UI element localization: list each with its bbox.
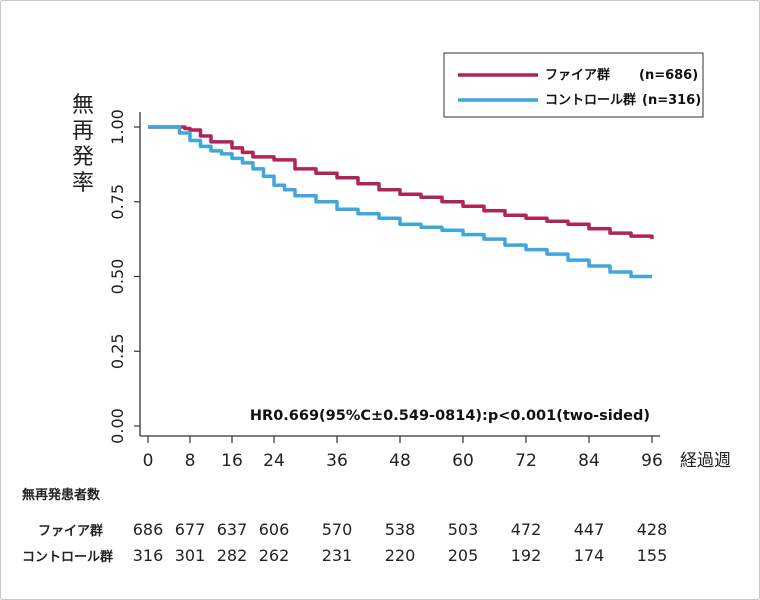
series-line-fire bbox=[148, 125, 654, 240]
risk-row-label-fire: ファイア群 bbox=[38, 523, 103, 539]
y-axis-label: 無再発率 bbox=[72, 93, 94, 196]
risk-cell: 677 bbox=[175, 520, 206, 539]
y-tick-label: 0.50 bbox=[108, 259, 127, 295]
risk-cell: 262 bbox=[259, 546, 290, 565]
x-ticks: 0 8 16 24 36 48 60 72 84 96 bbox=[143, 436, 663, 471]
x-tick-label: 60 bbox=[452, 451, 474, 471]
y-tick-label: 0.00 bbox=[108, 408, 127, 444]
risk-table-values: 686 677 637 606 570 538 503 472 447 428 316 301 282 2… bbox=[133, 520, 668, 565]
risk-cell: 570 bbox=[322, 520, 353, 539]
risk-row-label-control: コントロール群 bbox=[22, 549, 113, 565]
y-tick-label: 0.25 bbox=[108, 333, 127, 369]
risk-cell: 174 bbox=[574, 546, 605, 565]
x-tick-label: 72 bbox=[515, 451, 537, 471]
risk-cell: 282 bbox=[217, 546, 248, 565]
y-tick-label: 1.00 bbox=[108, 109, 127, 145]
x-axis-label: 経過週 bbox=[680, 451, 731, 471]
legend-n-fire: (n=686) bbox=[639, 68, 698, 83]
risk-cell: 472 bbox=[511, 520, 542, 539]
series-line-control bbox=[148, 125, 652, 279]
risk-cell: 205 bbox=[448, 546, 479, 565]
risk-cell: 220 bbox=[385, 546, 416, 565]
risk-cell: 301 bbox=[175, 546, 206, 565]
legend-label-fire: ファイア群 bbox=[545, 67, 610, 83]
x-tick-label: 84 bbox=[578, 451, 600, 471]
risk-cell: 503 bbox=[448, 520, 479, 539]
x-tick-label: 16 bbox=[221, 451, 243, 471]
risk-cell: 192 bbox=[511, 546, 542, 565]
x-tick-label: 96 bbox=[641, 451, 663, 471]
x-tick-label: 48 bbox=[389, 451, 411, 471]
x-tick-label: 36 bbox=[326, 451, 348, 471]
y-tick-label: 0.75 bbox=[108, 184, 127, 220]
hazard-ratio-annotation: HR0.669(95%C±0.549-0814):p<0.001(two-sid… bbox=[250, 408, 650, 424]
x-tick-label: 24 bbox=[263, 451, 285, 471]
legend: ファイア群 (n=686) コントロール群 (n=316) bbox=[443, 52, 704, 118]
legend-box bbox=[443, 52, 704, 118]
risk-cell: 155 bbox=[637, 546, 668, 565]
risk-cell: 447 bbox=[574, 520, 605, 539]
risk-cell: 637 bbox=[217, 520, 248, 539]
y-ticks: 0.00 0.25 0.50 0.75 1.00 bbox=[108, 109, 140, 444]
legend-n-control: (n=316) bbox=[642, 93, 701, 108]
x-tick-label: 8 bbox=[185, 451, 196, 471]
series-layer bbox=[148, 125, 654, 279]
risk-table-title: 無再発患者数 bbox=[22, 487, 101, 503]
risk-cell: 538 bbox=[385, 520, 416, 539]
x-tick-label: 0 bbox=[143, 451, 154, 471]
risk-cell: 231 bbox=[322, 546, 353, 565]
risk-cell: 686 bbox=[133, 520, 164, 539]
legend-label-control: コントロール群 bbox=[545, 92, 636, 108]
risk-cell: 428 bbox=[637, 520, 668, 539]
risk-cell: 316 bbox=[133, 546, 164, 565]
risk-cell: 606 bbox=[259, 520, 290, 539]
